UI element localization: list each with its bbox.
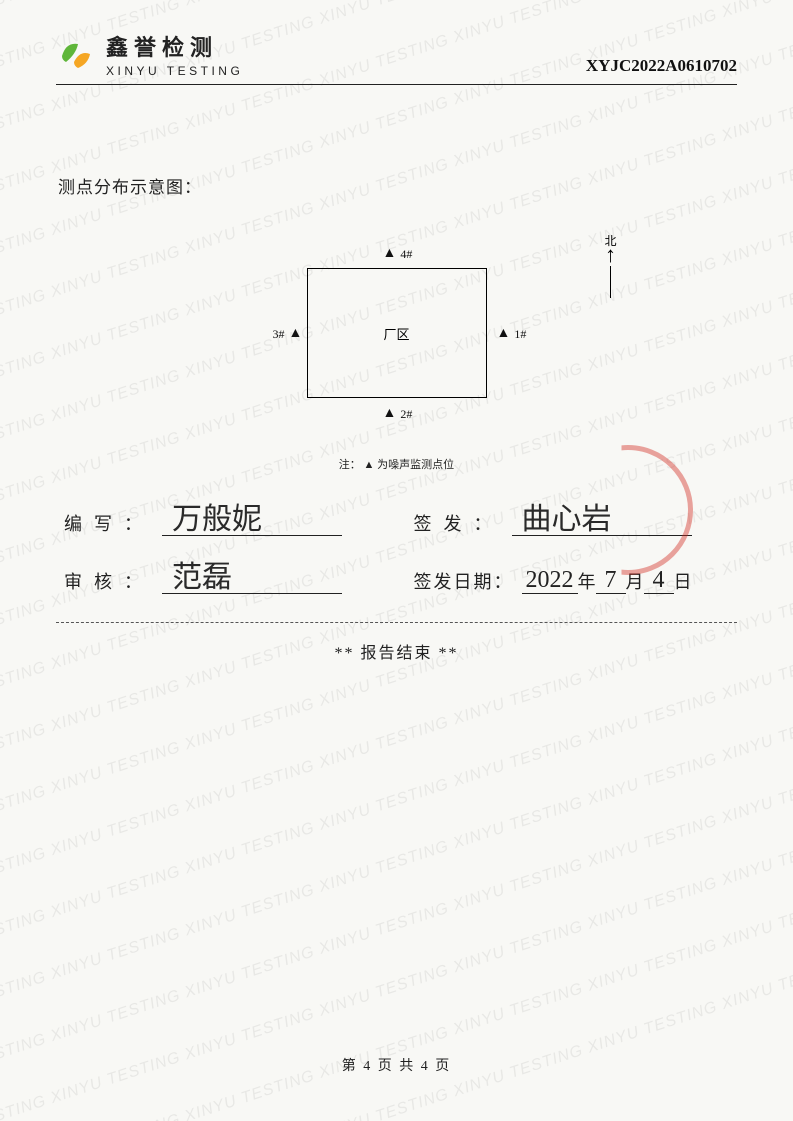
report-end-marker: ** 报告结束 ** xyxy=(56,639,737,663)
marker-4-label: 4# xyxy=(400,247,412,262)
factory-area-label: 厂区 xyxy=(383,324,409,343)
signature-row-2: 审核： 范磊 签发日期： 2022 年 7 月 4 日 xyxy=(64,564,729,594)
writer-cell: 编写： 万般妮 xyxy=(64,506,380,536)
day-unit: 日 xyxy=(674,568,692,594)
triangle-icon: ▲ xyxy=(383,246,397,262)
marker-2: ▲ 2# xyxy=(383,406,413,422)
month-unit: 月 xyxy=(626,568,644,594)
issuer-signature-line: 曲心岩 xyxy=(512,506,692,536)
issuer-label: 签发： xyxy=(414,510,504,536)
month-value: 7 xyxy=(596,567,626,594)
factory-area-box: 厂区 xyxy=(307,268,487,398)
brand-name-en: XINYU TESTING xyxy=(106,64,243,78)
diagram-legend: 注： ▲ 为噪声监测点位 xyxy=(56,456,737,472)
document-number: XYJC2022A0610702 xyxy=(586,56,737,78)
dashed-separator xyxy=(56,622,737,623)
triangle-icon: ▲ xyxy=(383,406,397,422)
triangle-icon: ▲ xyxy=(289,326,303,342)
north-stem xyxy=(610,266,611,298)
brand-text: 鑫誉检测 XINYU TESTING xyxy=(106,30,243,78)
issue-date-label: 签发日期： xyxy=(414,568,514,594)
page-footer: 第 4 页 共 4 页 xyxy=(0,1055,793,1075)
issuer-signature: 曲心岩 xyxy=(522,494,612,538)
reviewer-signature-line: 范磊 xyxy=(162,564,342,594)
page: 鑫誉检测 XINYU TESTING XYJC2022A0610702 测点分布… xyxy=(0,0,793,1121)
marker-3: ▲ 3# xyxy=(273,326,303,342)
issuer-cell: 签发： 曲心岩 xyxy=(380,506,730,536)
marker-3-label: 3# xyxy=(273,327,285,342)
writer-signature-line: 万般妮 xyxy=(162,506,342,536)
brand-name-cn: 鑫誉检测 xyxy=(106,30,243,62)
marker-4: ▲ 4# xyxy=(383,246,413,262)
marker-1: ▲ 1# xyxy=(497,326,527,342)
measurement-diagram: 北 ↑ 厂区 ▲ 1# ▲ 2# ▲ 3# ▲ 4# xyxy=(187,238,607,448)
day-value: 4 xyxy=(644,567,674,594)
marker-2-label: 2# xyxy=(400,407,412,422)
page-header: 鑫誉检测 XINYU TESTING XYJC2022A0610702 xyxy=(56,30,737,85)
issue-date-cell: 签发日期： 2022 年 7 月 4 日 xyxy=(380,567,730,594)
marker-1-label: 1# xyxy=(514,327,526,342)
north-arrow-icon: ↑ xyxy=(605,242,616,267)
reviewer-cell: 审核： 范磊 xyxy=(64,564,380,594)
year-value: 2022 xyxy=(522,567,578,594)
writer-label: 编写： xyxy=(64,510,154,536)
issue-date-field: 2022 年 7 月 4 日 xyxy=(522,567,692,594)
reviewer-signature: 范磊 xyxy=(172,552,232,596)
year-unit: 年 xyxy=(578,568,596,594)
brand-block: 鑫誉检测 XINYU TESTING xyxy=(56,30,243,78)
brand-logo-icon xyxy=(56,34,96,74)
signature-block: 编写： 万般妮 签发： 曲心岩 审核： 范磊 签发日期： xyxy=(56,506,737,594)
section-title: 测点分布示意图： xyxy=(58,173,737,198)
triangle-icon: ▲ xyxy=(497,326,511,342)
writer-signature: 万般妮 xyxy=(172,494,262,538)
signature-row-1: 编写： 万般妮 签发： 曲心岩 xyxy=(64,506,729,536)
reviewer-label: 审核： xyxy=(64,568,154,594)
north-indicator: 北 ↑ xyxy=(604,232,616,298)
